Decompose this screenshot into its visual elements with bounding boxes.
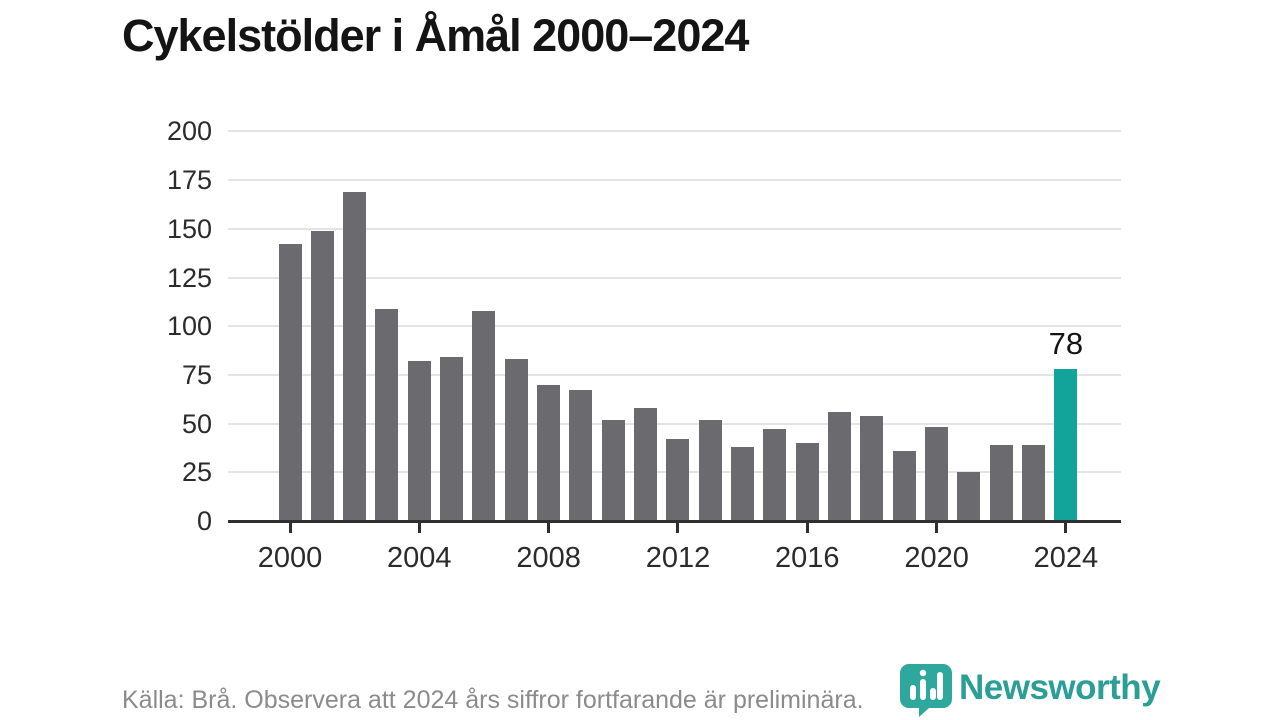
x-tick-2000 <box>288 523 292 533</box>
bar-2018 <box>860 415 884 521</box>
bar-2003 <box>375 308 399 521</box>
newsworthy-wordmark: Newsworthy <box>959 668 1161 707</box>
newsworthy-logo: Newsworthy <box>897 663 1161 720</box>
gridline-75 <box>228 373 1121 376</box>
x-tick-label-2016: 2016 <box>775 542 840 574</box>
bar-2000 <box>278 244 302 521</box>
y-tick-label-75: 75 <box>181 359 212 390</box>
x-tick-2020 <box>935 523 939 533</box>
gridline-150 <box>228 227 1121 230</box>
bar-value-label: 78 <box>1048 326 1084 362</box>
x-tick-2008 <box>547 523 551 533</box>
gridline-200 <box>228 130 1121 133</box>
bar-2014 <box>731 446 755 521</box>
bar-2002 <box>343 191 367 521</box>
bar-2015 <box>763 429 787 521</box>
gridline-125 <box>228 276 1121 279</box>
x-axis-line <box>228 520 1121 523</box>
x-tick-2004 <box>417 523 421 533</box>
x-tick-label-2024: 2024 <box>1033 542 1099 574</box>
y-tick-label-100: 100 <box>166 311 212 342</box>
newsworthy-logo-icon <box>897 663 953 720</box>
x-tick-label-2004: 2004 <box>387 542 452 574</box>
bar-2013 <box>698 419 722 521</box>
bar-2019 <box>892 450 916 521</box>
x-tick-label-2000: 2000 <box>257 542 323 574</box>
gridline-100 <box>228 325 1121 328</box>
x-tick-label-2020: 2020 <box>904 542 969 574</box>
bar-2004 <box>407 361 431 521</box>
y-tick-label-50: 50 <box>181 408 212 439</box>
y-tick-label-125: 125 <box>166 262 212 293</box>
y-tick-label-150: 150 <box>166 213 212 244</box>
chart-title: Cykelstölder i Åmål 2000–2024 <box>122 10 749 61</box>
x-tick-label-2008: 2008 <box>516 542 581 574</box>
y-tick-label-25: 25 <box>181 457 212 488</box>
bar-2021 <box>957 472 981 521</box>
gridline-50 <box>228 422 1121 425</box>
y-tick-label-0: 0 <box>196 506 212 536</box>
bar-2001 <box>310 230 334 521</box>
bar-2011 <box>634 408 658 521</box>
bar-2007 <box>504 359 528 521</box>
bar-2009 <box>569 390 593 521</box>
x-tick-label-2012: 2012 <box>645 542 711 574</box>
bar-2012 <box>666 439 690 521</box>
y-tick-label-175: 175 <box>166 165 212 196</box>
x-tick-2024 <box>1064 523 1068 533</box>
bar-2017 <box>828 411 852 521</box>
bar-2016 <box>795 443 819 521</box>
bar-2020 <box>925 427 949 521</box>
bar-2008 <box>537 384 561 521</box>
bar-2006 <box>472 310 496 521</box>
x-tick-2012 <box>676 523 680 533</box>
x-tick-2016 <box>805 523 809 533</box>
source-note: Källa: Brå. Observera att 2024 års siffr… <box>122 686 864 714</box>
y-tick-label-200: 200 <box>166 116 212 147</box>
gridline-175 <box>228 179 1121 182</box>
bar-2022 <box>989 445 1013 521</box>
bar-2005 <box>440 357 464 521</box>
bar-2024 <box>1054 369 1078 521</box>
bar-2010 <box>601 419 625 521</box>
bar-2023 <box>1022 445 1046 521</box>
